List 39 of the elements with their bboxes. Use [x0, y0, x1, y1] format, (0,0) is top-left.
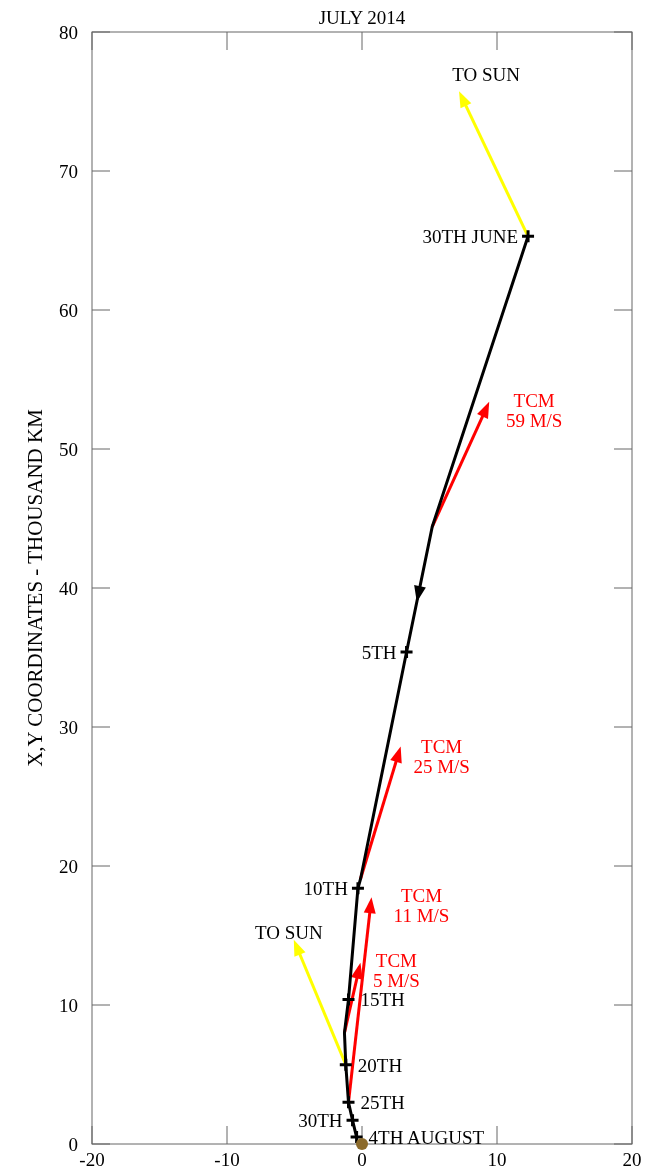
annotation: 5TH: [361, 641, 397, 663]
y-tick-label: 20: [59, 856, 78, 877]
annotation: 15TH: [360, 989, 406, 1011]
y-tick-label: 80: [59, 22, 78, 43]
point: [356, 1138, 368, 1150]
point: [341, 991, 356, 1007]
y-tick-label: 30: [59, 717, 78, 738]
annotation: 10TH: [303, 878, 349, 900]
point: [399, 644, 415, 660]
x-tick-label: 0: [357, 1149, 367, 1170]
x-tick-label: -10: [214, 1149, 240, 1170]
y-tick-label: 40: [59, 578, 78, 599]
point: [345, 1112, 361, 1128]
y-tick-label: 70: [59, 161, 78, 182]
y-tick-label: 10: [59, 995, 78, 1016]
annotation: 25TH: [360, 1092, 406, 1114]
annotation: 20TH: [357, 1054, 403, 1076]
point: [349, 1129, 365, 1145]
y-tick-label: 60: [59, 300, 78, 321]
annotation: 30TH: [298, 1110, 343, 1132]
annotation: TCM 5 M/S: [372, 949, 420, 991]
x-tick-label: 10: [487, 1149, 507, 1170]
annotation: TO SUN: [452, 64, 521, 86]
chart-title: JULY 2014: [318, 7, 406, 28]
point: [520, 228, 536, 244]
annotation: TCM 59 M/S: [505, 389, 563, 431]
annotation: TO SUN: [254, 921, 323, 943]
point: [350, 880, 366, 896]
point: [341, 1094, 356, 1110]
x-tick-label: -20: [79, 1149, 105, 1170]
y-tick-label: 0: [68, 1134, 78, 1155]
annotation: 4TH AUGUST: [368, 1127, 485, 1149]
annotation: TCM 11 M/S: [393, 885, 450, 927]
x-tick-label: 20: [622, 1149, 642, 1170]
y-axis-title: X,Y COORDINATES - THOUSAND KM: [23, 408, 47, 767]
point: [338, 1057, 354, 1073]
annotation: 30TH JUNE: [422, 226, 519, 248]
annotation: TCM 25 M/S: [413, 735, 470, 777]
y-tick-label: 50: [59, 439, 78, 460]
